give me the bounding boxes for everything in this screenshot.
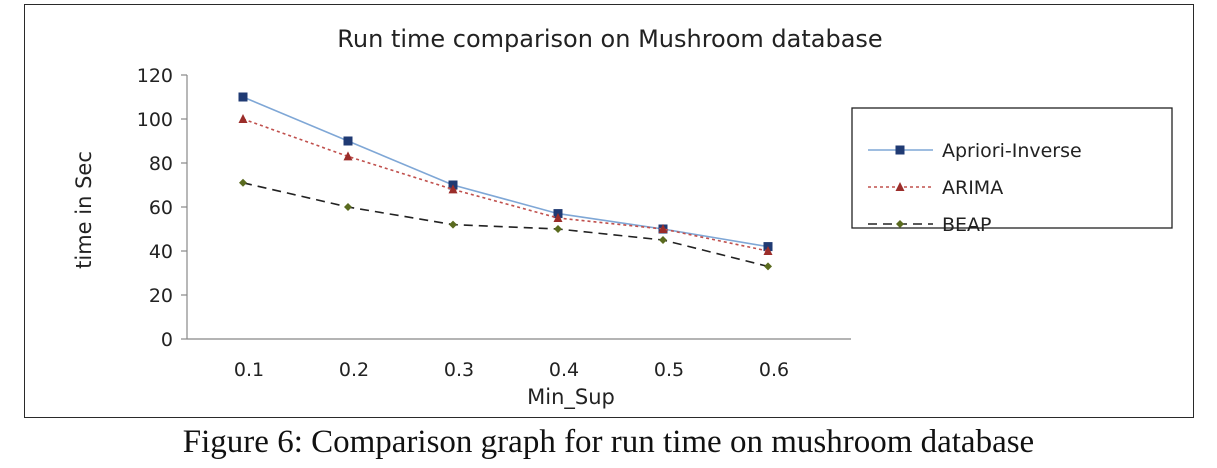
data-point — [448, 184, 458, 194]
data-point — [344, 203, 352, 211]
series-line — [242, 182, 769, 268]
x-tick-label: 0.2 — [339, 359, 369, 381]
legend-label: ARIMA — [942, 177, 1003, 199]
y-tick-label: 100 — [137, 109, 173, 131]
series-line — [242, 96, 769, 248]
data-point — [763, 246, 773, 255]
legend: Apriori-Inverse ARIMA BEAP — [851, 107, 1173, 236]
series-apriori-inverse — [238, 92, 773, 252]
y-tick-label: 60 — [149, 197, 173, 219]
x-axis-label: Min_Sup — [527, 385, 615, 410]
legend-label: Apriori-Inverse — [942, 140, 1082, 162]
data-point — [239, 178, 247, 187]
data-point — [659, 236, 667, 244]
x-axis: 0.1 0.2 0.3 0.4 0.5 0.6 — [187, 338, 851, 381]
legend-entry: ARIMA — [868, 177, 1003, 199]
data-point — [238, 114, 248, 123]
series-beap — [239, 178, 772, 271]
legend-box — [851, 107, 1173, 229]
data-point — [343, 136, 353, 146]
y-axis-label: time in Sec — [72, 151, 96, 269]
figure-caption: Figure 6: Comparison graph for run time … — [182, 424, 1035, 460]
y-tick-label: 40 — [149, 241, 173, 263]
data-point — [554, 225, 562, 233]
y-tick-label: 120 — [137, 65, 173, 87]
x-tick-label: 0.4 — [549, 359, 579, 381]
chart-frame: Run time comparison on Mushroom database… — [24, 4, 1194, 418]
series-arima — [238, 114, 773, 255]
legend-marker — [895, 145, 905, 155]
legend-entry: BEAP — [868, 214, 992, 236]
data-point — [553, 213, 563, 222]
y-tick-label: 20 — [149, 285, 173, 307]
data-point — [764, 262, 772, 271]
legend-marker — [896, 220, 904, 228]
x-tick-label: 0.5 — [654, 359, 684, 381]
legend-marker — [895, 182, 905, 191]
x-tick-label: 0.1 — [234, 359, 264, 381]
chart-title: Run time comparison on Mushroom database — [337, 25, 882, 53]
x-tick-label: 0.3 — [444, 359, 474, 381]
data-point — [238, 92, 248, 102]
y-axis: 0 20 40 60 80 100 120 — [137, 65, 188, 351]
line-chart: Run time comparison on Mushroom database… — [72, 25, 1173, 410]
x-tick-label: 0.6 — [759, 359, 789, 381]
data-point — [449, 220, 457, 229]
series-line — [242, 118, 769, 252]
y-tick-label: 80 — [149, 153, 173, 175]
legend-label: BEAP — [942, 214, 992, 236]
y-tick-label: 0 — [161, 329, 173, 351]
data-point — [658, 224, 668, 233]
series-group — [238, 92, 773, 271]
data-point — [343, 151, 353, 161]
legend-entry: Apriori-Inverse — [868, 140, 1082, 162]
